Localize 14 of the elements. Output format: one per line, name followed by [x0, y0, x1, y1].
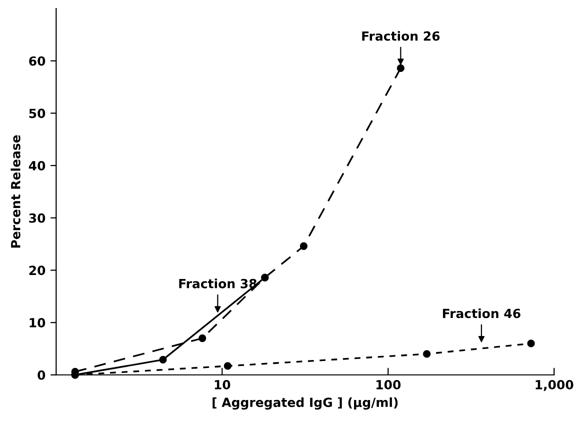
y-tick-label: 40: [28, 161, 46, 170]
y-tick-label: 10: [30, 318, 46, 328]
x-tick-label: 100: [376, 380, 401, 390]
y-axis-title: Percent Release: [10, 135, 20, 248]
x-tick-label: 1,000: [536, 380, 574, 392]
y-tick-label: 20: [29, 266, 46, 276]
annotation: Fraction 26: [362, 31, 440, 41]
x-tick-label: 10: [214, 380, 230, 390]
y-tick-label: 30: [29, 213, 46, 223]
x-axis-title: [ Aggregated IgG ] (μg/ml): [212, 397, 398, 410]
y-tick-label: 60: [29, 56, 46, 66]
annotation: Fraction 46: [442, 308, 520, 318]
y-tick-label: 50: [29, 108, 46, 118]
y-tick-label: 0: [38, 370, 46, 380]
